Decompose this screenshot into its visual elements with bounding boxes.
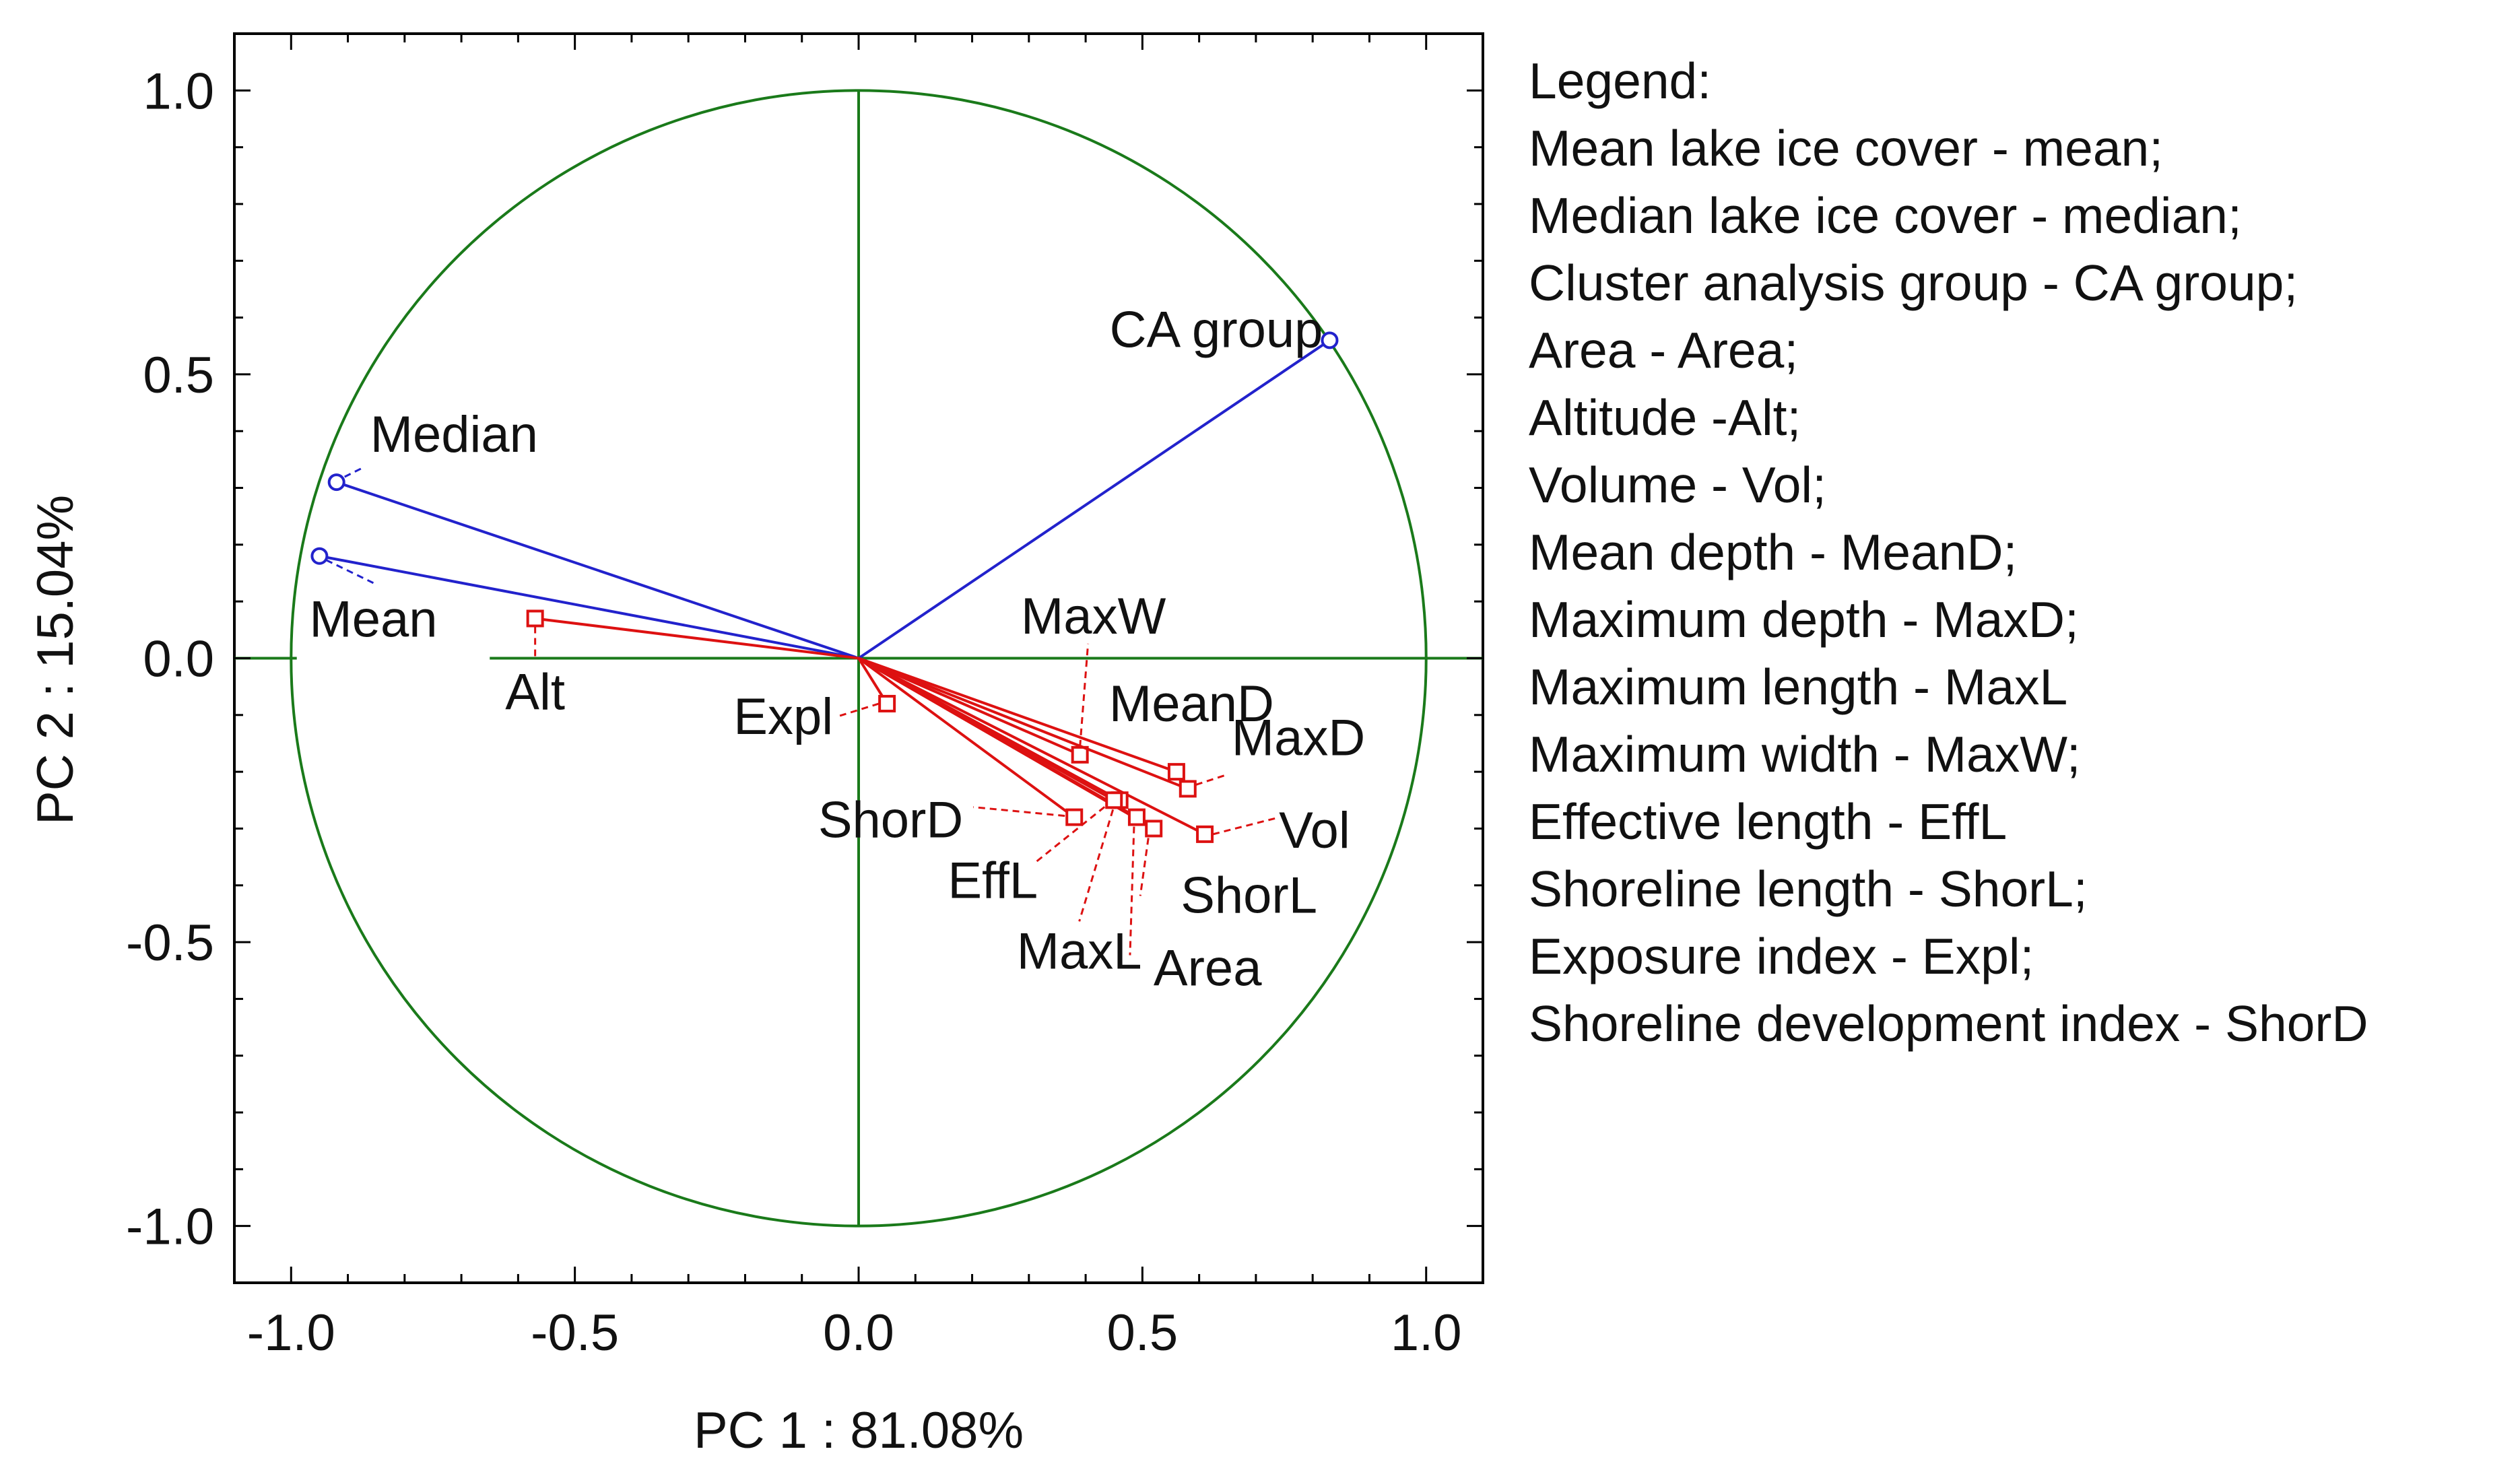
legend-item: Exposure index - Expl; [1529,928,2034,984]
point-area [1127,808,1146,826]
vector-shord [857,657,1075,819]
legend-item: Shoreline development index - ShorD [1529,995,2368,1052]
legend-item: Cluster analysis group - CA group; [1529,255,2298,311]
vector-effl [858,657,1115,802]
leader-maxd [1195,774,1226,786]
pca-loadings-chart: -1.0 -0.5 0.0 0.5 1.0 1.0 0.5 0.0 -0.5 -1.0 Media… [27,32,1484,1459]
leader-maxl [1078,809,1115,922]
y-tick-label: 0.0 [143,631,214,688]
legend-title: Legend: [1529,53,1712,109]
leader-vol [1212,816,1280,836]
y-tick-label: 0.5 [143,347,214,404]
y-tick-label: -1.0 [126,1199,214,1256]
point-maxd [1179,780,1197,798]
point-shorl [1145,819,1163,838]
vector-vol [858,657,1205,836]
point-effl [1105,791,1123,809]
vector-alt [535,617,859,660]
vector-mean [319,554,859,660]
vector-ca-group [857,339,1331,660]
vector-meand [858,657,1177,774]
legend-item: Maximum depth - MaxD; [1529,591,2079,648]
point-alt [526,609,544,628]
legend-items: Mean lake ice cover - mean; Median lake i… [1529,114,2368,1057]
label-shorl: ShorL [1181,867,1317,924]
leader-maxw [1079,643,1090,747]
leader-effl [1032,806,1106,865]
vector-maxw [858,657,1081,756]
label-shord: ShorD [818,792,963,849]
label-meand: MeanD [1109,675,1274,733]
ticks: -1.0 -0.5 0.0 0.5 1.0 1.0 0.5 0.0 -0.5 -1.0 [126,32,1484,1362]
legend: Legend: Mean lake ice cover - mean; Media… [1529,47,2368,1057]
label-ca-group: CA group [1110,301,1323,358]
point-maxw [1071,745,1089,764]
x-tick-label: -0.5 [531,1304,619,1362]
legend-item: Effective length - EffL [1529,793,2008,850]
legend-item: Area - Area; [1529,322,1799,378]
leader-shorl [1139,838,1150,896]
x-tick-label: 0.5 [1107,1304,1179,1362]
x-tick-label: 0.0 [823,1304,894,1362]
vector-maxd [858,657,1189,791]
y-tick-label: -0.5 [126,914,214,972]
legend-item: Volume - Vol; [1529,457,1826,513]
label-vol: Vol [1279,802,1350,859]
point-median [327,473,345,492]
y-axis-title: PC 2 : 15.04% [27,495,84,825]
point-shord [1065,808,1084,826]
point-mean [310,547,329,565]
label-maxd: MaxD [1232,709,1365,766]
leader-shord [973,806,1065,817]
label-mean: Mean [309,591,437,648]
label-area: Area [1154,940,1262,997]
label-alt: Alt [505,663,565,721]
legend-item: Median lake ice cover - median; [1529,187,2242,244]
series-active: Median Mean CA group [309,301,1339,660]
x-axis-title: PC 1 : 81.08% [694,1402,1024,1459]
legend-item: Mean lake ice cover - mean; [1529,120,2164,176]
point-meand [1167,763,1185,781]
legend-item: Mean depth - MeanD; [1529,524,2018,580]
label-effl: EffL [948,852,1038,909]
x-tick-label: -1.0 [247,1304,335,1362]
label-median: Median [370,406,538,463]
point-vol [1196,825,1214,843]
y-tick-label: 1.0 [143,63,214,120]
legend-item: Altitude -Alt; [1529,389,1801,446]
label-expl: Expl [733,688,833,745]
leader-mean [325,559,374,584]
point-ca-group [1321,331,1339,349]
leader-median [344,466,364,478]
leader-area [1129,826,1135,956]
vector-median [336,481,859,660]
legend-item: Maximum width - MaxW; [1529,726,2081,782]
axis-label-gap [296,651,490,671]
x-tick-label: 1.0 [1391,1304,1462,1362]
label-maxl: MaxL [1017,923,1142,980]
label-maxw: MaxW [1021,588,1166,645]
point-expl [878,694,896,712]
legend-item: Maximum length - MaxL [1529,659,2068,715]
legend-item: Shoreline length - ShorL; [1529,861,2088,917]
